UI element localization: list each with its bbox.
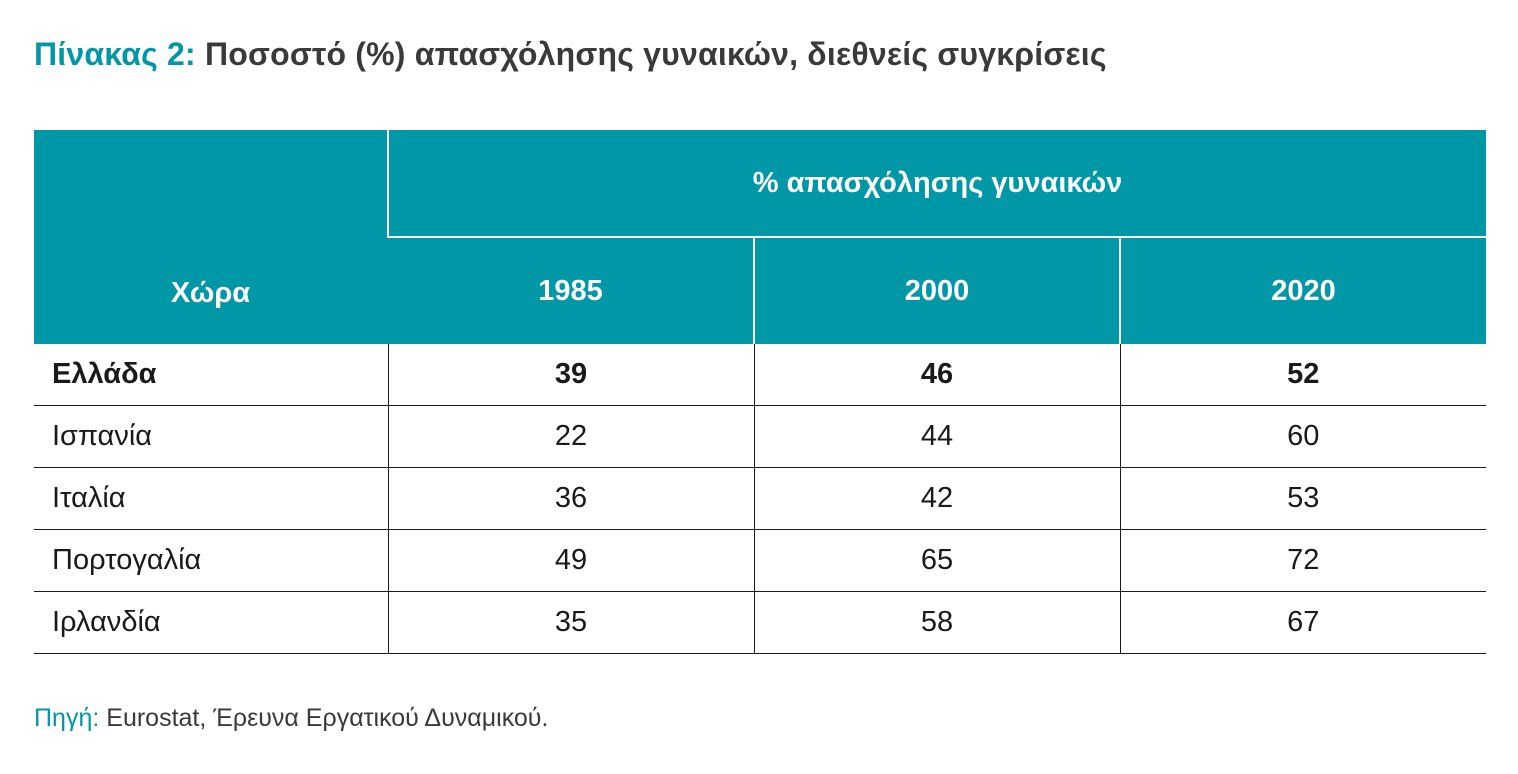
- table-row: Ελλάδα 39 46 52: [34, 344, 1487, 406]
- source-note: Πηγή: Eurostat, Έρευνα Εργατικού Δυναμικ…: [34, 704, 548, 733]
- column-header-year: 2020: [1118, 236, 1487, 344]
- table-title: Πίνακας 2: Ποσοστό (%) απασχόλησης γυναι…: [34, 36, 1107, 73]
- column-group-header: % απασχόλησης γυναικών: [386, 130, 1487, 237]
- country-cell: Ελλάδα: [34, 344, 388, 406]
- value-cell: 42: [753, 467, 1120, 530]
- country-cell: Πορτογαλία: [34, 529, 388, 592]
- country-cell: Ισπανία: [34, 405, 388, 468]
- source-label: Πηγή:: [34, 704, 100, 732]
- value-cell: 36: [387, 467, 754, 530]
- value-cell: 22: [387, 405, 754, 468]
- value-cell: 60: [1119, 405, 1487, 468]
- value-cell: 65: [753, 529, 1120, 592]
- table-row: Ιταλία 36 42 53: [34, 467, 1487, 530]
- value-cell: 67: [1119, 591, 1487, 654]
- table-row: Ιρλανδία 35 58 67: [34, 591, 1487, 654]
- value-cell: 58: [753, 591, 1120, 654]
- employment-table: Χώρα % απασχόλησης γυναικών 1985 2000 20…: [34, 130, 1487, 654]
- value-cell: 44: [753, 405, 1120, 468]
- country-cell: Ιταλία: [34, 467, 388, 530]
- table-row: Πορτογαλία 49 65 72: [34, 529, 1487, 592]
- value-cell: 35: [387, 591, 754, 654]
- value-cell: 46: [753, 344, 1120, 406]
- column-header-year: 1985: [388, 236, 754, 344]
- source-text: Eurostat, Έρευνα Εργατικού Δυναμικού.: [106, 704, 549, 732]
- column-header-country: Χώρα: [34, 130, 388, 344]
- value-cell: 49: [387, 529, 754, 592]
- table-row: Ισπανία 22 44 60: [34, 405, 1487, 468]
- country-cell: Ιρλανδία: [34, 591, 388, 654]
- table-number: Πίνακας 2:: [34, 36, 196, 72]
- value-cell: 52: [1119, 344, 1487, 406]
- value-cell: 72: [1119, 529, 1487, 592]
- value-cell: 39: [387, 344, 754, 406]
- table-title-text: Ποσοστό (%) απασχόλησης γυναικών, διεθνε…: [205, 36, 1107, 72]
- column-header-year: 2000: [753, 236, 1120, 344]
- value-cell: 53: [1119, 467, 1487, 530]
